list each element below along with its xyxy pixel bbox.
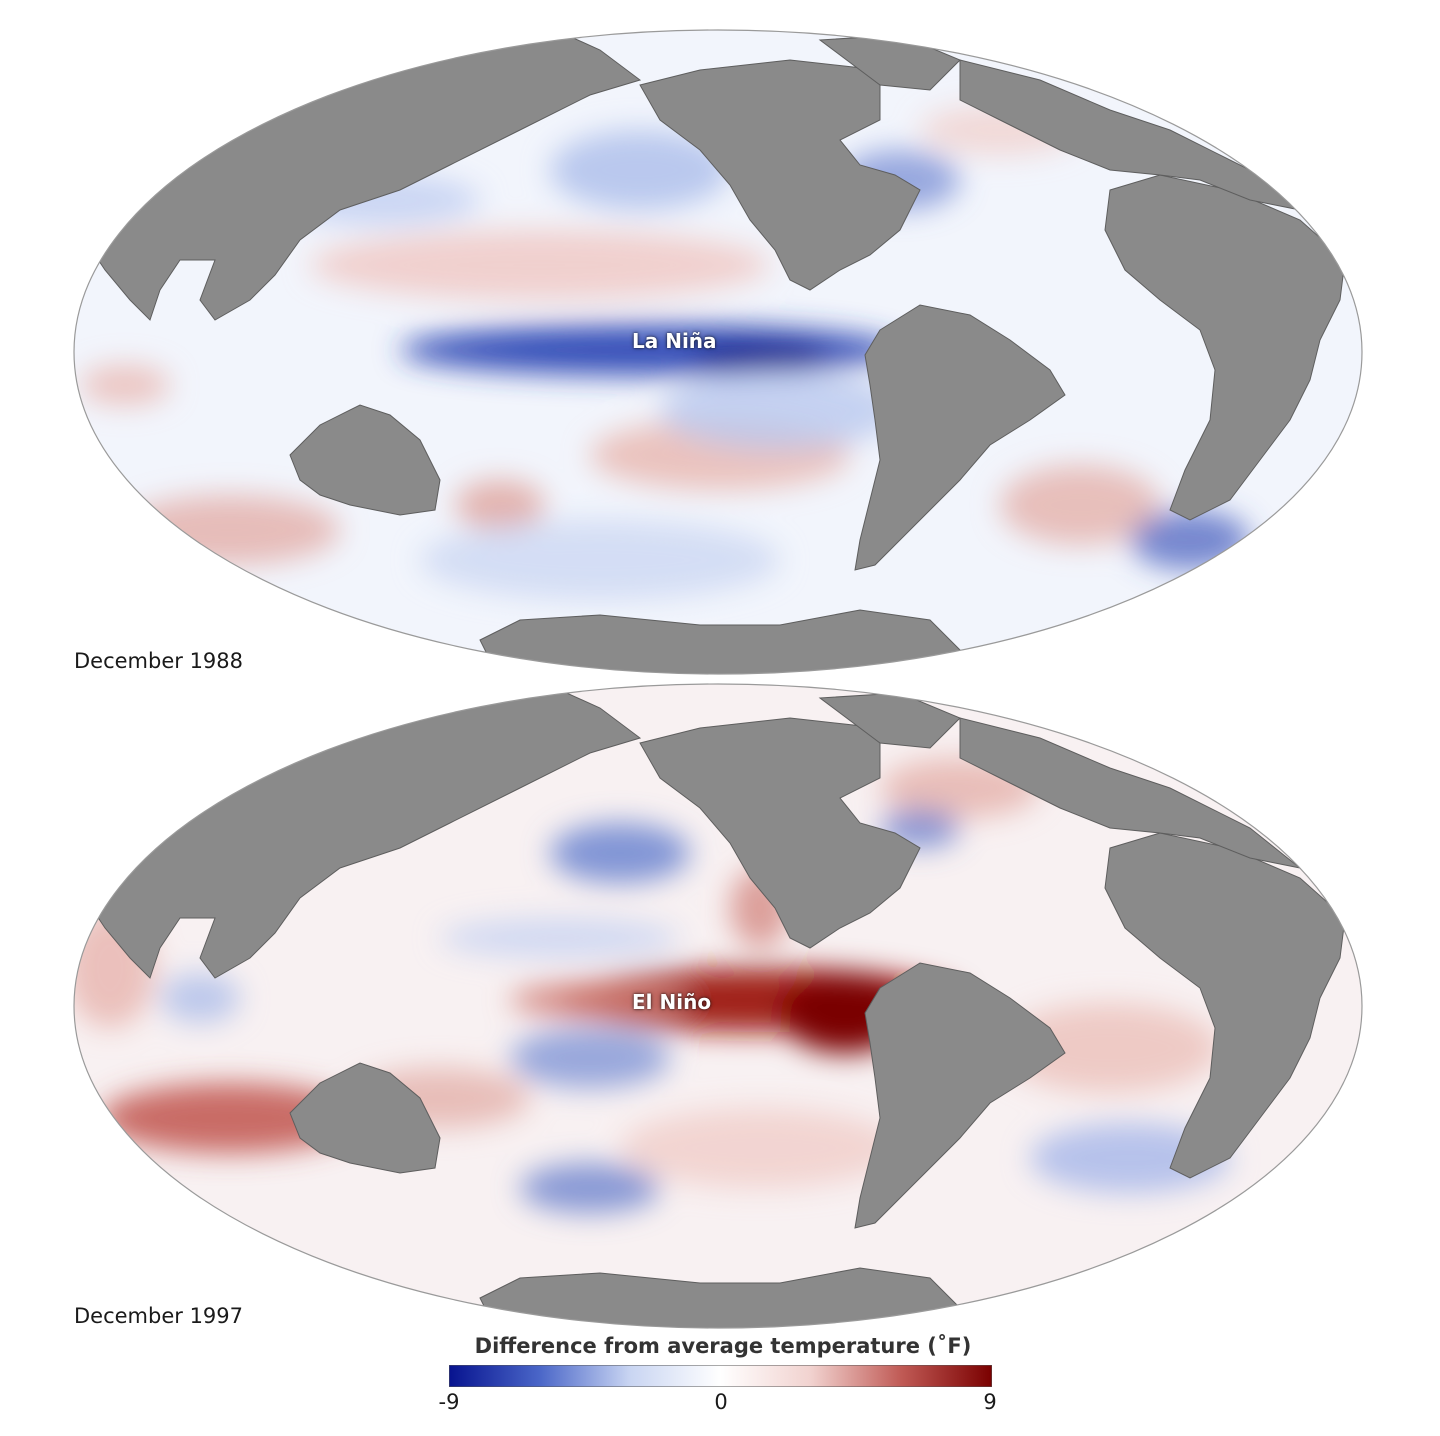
el-nino-label: El Niño bbox=[632, 990, 712, 1014]
south-america-landmass bbox=[854, 962, 1066, 1229]
map-border bbox=[73, 683, 1363, 1329]
la-nina-label: La Niña bbox=[632, 329, 717, 353]
world-map-1997 bbox=[73, 683, 1363, 1329]
australia-landmass bbox=[289, 1062, 441, 1174]
map-panel-1997: El Niño December 1997 bbox=[0, 678, 1440, 1338]
map-caption-1988: December 1988 bbox=[74, 649, 244, 673]
antarctica-landmass bbox=[479, 609, 961, 674]
antarctica-landmass bbox=[479, 1267, 961, 1328]
legend-mid-label: 0 bbox=[714, 1390, 728, 1414]
legend-min-label: -9 bbox=[438, 1390, 460, 1414]
world-map-1988 bbox=[73, 29, 1363, 675]
south-america-landmass bbox=[854, 304, 1066, 571]
africa-landmass bbox=[1104, 174, 1346, 521]
anomaly-field-1997 bbox=[74, 758, 1230, 1213]
map-caption-1997: December 1997 bbox=[74, 1304, 244, 1328]
africa-landmass bbox=[1104, 832, 1346, 1179]
australia-landmass bbox=[289, 404, 441, 516]
map-border bbox=[73, 29, 1363, 675]
legend-title: Difference from average temperature (˚F) bbox=[474, 1334, 972, 1358]
eurasia-east-landmass bbox=[959, 717, 1301, 869]
legend-color-bar bbox=[449, 1365, 992, 1387]
eurasia-east-landmass bbox=[959, 59, 1301, 211]
map-panel-1988: La Niña December 1988 bbox=[0, 0, 1440, 680]
legend-max-label: 9 bbox=[983, 1390, 997, 1414]
